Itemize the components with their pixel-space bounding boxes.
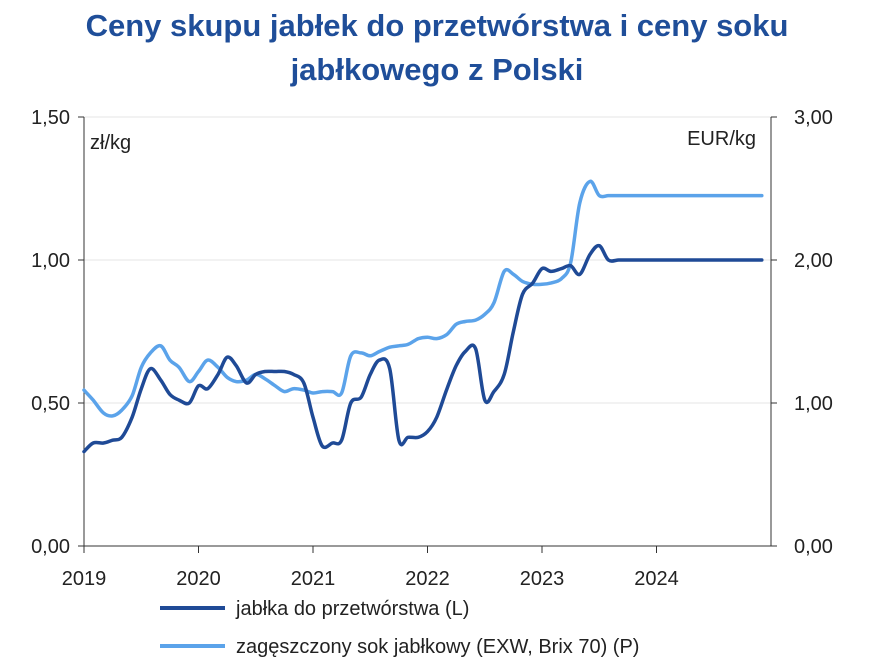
- x-tick-label: 2021: [291, 568, 336, 590]
- x-tick-label: 2020: [176, 568, 221, 590]
- left-tick-label: 0,50: [31, 393, 70, 415]
- right-axis-ticks: 0,00 1,00 2,00 3,00: [771, 107, 833, 558]
- left-axis-ticks: 0,00 0,50 1,00 1,50: [31, 107, 84, 558]
- chart-title-line-2: jabłkowego z Polski: [290, 52, 584, 87]
- left-tick-label: 1,00: [31, 250, 70, 272]
- x-tick-label: 2023: [520, 568, 565, 590]
- left-axis-unit: zł/kg: [90, 132, 131, 154]
- left-tick-label: 1,50: [31, 107, 70, 129]
- chart-title-line-1: Ceny skupu jabłek do przetwórstwa i ceny…: [85, 8, 789, 43]
- x-axis-ticks: 2019 2020 2021 2022 2023 2024: [62, 546, 679, 590]
- chart-title: Ceny skupu jabłek do przetwórstwa i ceny…: [0, 4, 874, 92]
- legend: jabłka do przetwórstwa (L) zagęszczony s…: [160, 598, 639, 658]
- right-axis-unit: EUR/kg: [687, 128, 756, 150]
- legend-label-apples: jabłka do przetwórstwa (L): [235, 598, 469, 620]
- left-tick-label: 0,00: [31, 536, 70, 558]
- x-tick-label: 2019: [62, 568, 107, 590]
- series-lines: [82, 179, 764, 454]
- right-tick-label: 1,00: [794, 393, 833, 415]
- axes: [83, 117, 772, 547]
- legend-label-juice: zagęszczony sok jabłkowy (EXW, Brix 70) …: [236, 636, 639, 658]
- x-tick-label: 2022: [405, 568, 450, 590]
- right-tick-label: 0,00: [794, 536, 833, 558]
- series-line-apples: [82, 243, 764, 454]
- right-tick-label: 3,00: [794, 107, 833, 129]
- x-tick-label: 2024: [634, 568, 679, 590]
- right-tick-label: 2,00: [794, 250, 833, 272]
- series-line-juice: [82, 179, 764, 418]
